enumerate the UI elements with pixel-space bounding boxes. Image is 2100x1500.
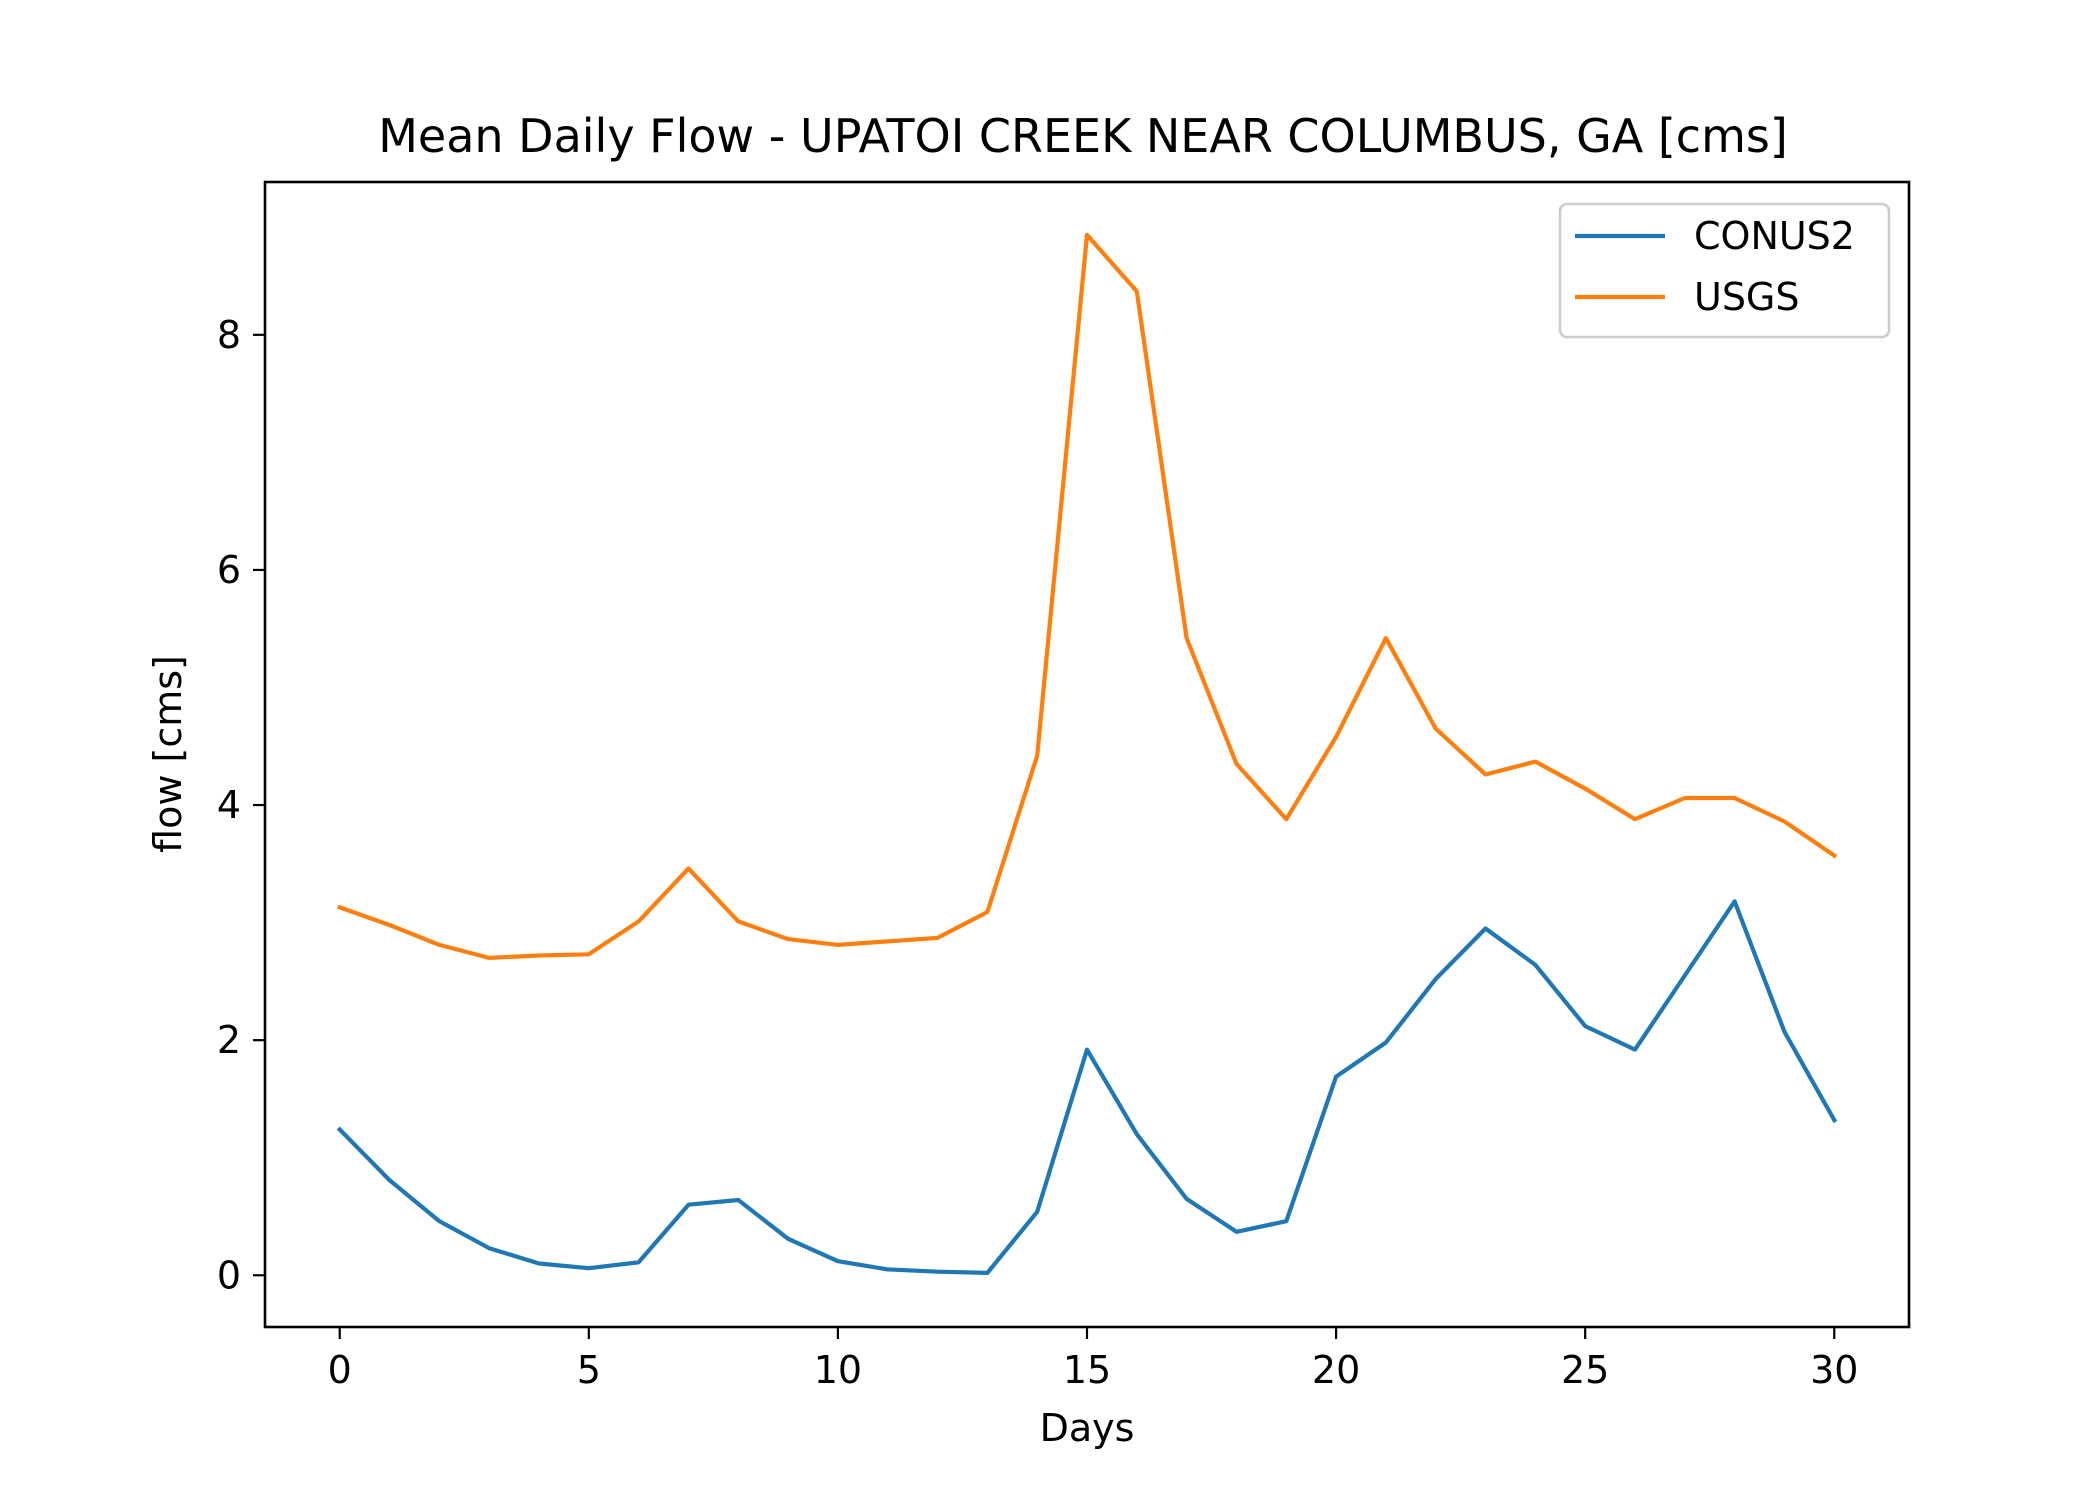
data-point-conus2 — [1185, 1197, 1189, 1201]
data-point-usgs — [1234, 762, 1238, 766]
data-point-usgs — [1683, 796, 1687, 800]
data-point-usgs — [936, 936, 940, 940]
data-point-conus2 — [985, 1271, 989, 1275]
data-point-usgs — [1185, 636, 1189, 640]
data-point-usgs — [786, 937, 790, 941]
data-point-usgs — [886, 939, 890, 943]
data-point-usgs — [537, 954, 541, 958]
x-tick-label: 20 — [1312, 1348, 1360, 1392]
data-point-conus2 — [1583, 1024, 1587, 1028]
data-point-conus2 — [487, 1246, 491, 1250]
data-point-usgs — [587, 952, 591, 956]
x-tick-label: 30 — [1810, 1348, 1858, 1392]
x-tick-label: 15 — [1063, 1348, 1111, 1392]
data-point-conus2 — [537, 1262, 541, 1266]
data-point-conus2 — [1533, 963, 1537, 967]
data-point-conus2 — [886, 1267, 890, 1271]
data-point-conus2 — [786, 1237, 790, 1241]
data-point-usgs — [1583, 787, 1587, 791]
data-point-usgs — [437, 943, 441, 947]
data-point-usgs — [736, 919, 740, 923]
data-point-usgs — [985, 910, 989, 914]
data-point-usgs — [1533, 760, 1537, 764]
data-point-conus2 — [936, 1270, 940, 1274]
data-point-usgs — [1832, 854, 1836, 858]
legend: CONUS2 USGS — [1558, 202, 1891, 339]
data-point-conus2 — [1334, 1075, 1338, 1079]
y-axis-label: flow [cms] — [146, 655, 190, 853]
series-line-conus2 — [336, 899, 1838, 1276]
data-point-usgs — [1085, 233, 1089, 237]
data-point-usgs — [1135, 289, 1139, 293]
data-point-conus2 — [736, 1198, 740, 1202]
data-point-conus2 — [388, 1178, 392, 1182]
y-tick-label: 4 — [217, 783, 241, 827]
data-point-usgs — [1284, 817, 1288, 821]
data-point-conus2 — [637, 1260, 641, 1264]
data-point-usgs — [637, 919, 641, 923]
data-point-conus2 — [338, 1128, 342, 1132]
data-point-conus2 — [1434, 977, 1438, 981]
plot-area — [336, 232, 1838, 1276]
data-point-conus2 — [1085, 1048, 1089, 1052]
data-point-conus2 — [1733, 899, 1737, 903]
data-point-conus2 — [1135, 1132, 1139, 1136]
axis-ticks: 0 5 10 15 20 25 30 0 2 4 6 8 — [217, 313, 1859, 1392]
data-point-usgs — [338, 905, 342, 909]
data-point-usgs — [1633, 817, 1637, 821]
data-point-conus2 — [836, 1259, 840, 1263]
x-tick-label: 0 — [328, 1348, 352, 1392]
data-point-conus2 — [686, 1203, 690, 1207]
data-point-conus2 — [437, 1219, 441, 1223]
data-point-conus2 — [1782, 1030, 1786, 1034]
data-point-usgs — [1484, 772, 1488, 776]
data-point-conus2 — [1484, 926, 1488, 930]
data-point-usgs — [388, 923, 392, 927]
y-tick-label: 8 — [217, 313, 241, 357]
plot-frame — [263, 180, 1911, 1329]
chart-title: Mean Daily Flow - UPATOI CREEK NEAR COLU… — [378, 109, 1788, 163]
data-point-usgs — [836, 943, 840, 947]
data-point-conus2 — [1832, 1118, 1836, 1122]
data-point-usgs — [1733, 796, 1737, 800]
data-point-usgs — [1434, 727, 1438, 731]
x-axis-label: Days — [1040, 1406, 1135, 1450]
data-point-usgs — [1334, 735, 1338, 739]
data-point-usgs — [1035, 754, 1039, 758]
data-point-usgs — [1384, 636, 1388, 640]
data-point-conus2 — [1683, 974, 1687, 978]
data-point-usgs — [487, 956, 491, 960]
x-tick-label: 25 — [1561, 1348, 1609, 1392]
data-point-usgs — [1782, 820, 1786, 824]
legend-label-conus2: CONUS2 — [1694, 214, 1855, 258]
data-point-conus2 — [1234, 1230, 1238, 1234]
y-tick-label: 0 — [217, 1253, 241, 1297]
x-tick-label: 10 — [814, 1348, 862, 1392]
legend-label-usgs: USGS — [1694, 275, 1800, 319]
data-point-conus2 — [1035, 1210, 1039, 1214]
data-point-conus2 — [1284, 1219, 1288, 1223]
y-tick-label: 2 — [217, 1018, 241, 1062]
data-point-usgs — [686, 867, 690, 871]
x-tick-label: 5 — [577, 1348, 601, 1392]
data-point-conus2 — [1633, 1048, 1637, 1052]
series-line-usgs — [337, 232, 1838, 961]
data-point-conus2 — [587, 1266, 591, 1270]
y-tick-label: 6 — [217, 548, 241, 592]
data-point-conus2 — [1384, 1041, 1388, 1045]
